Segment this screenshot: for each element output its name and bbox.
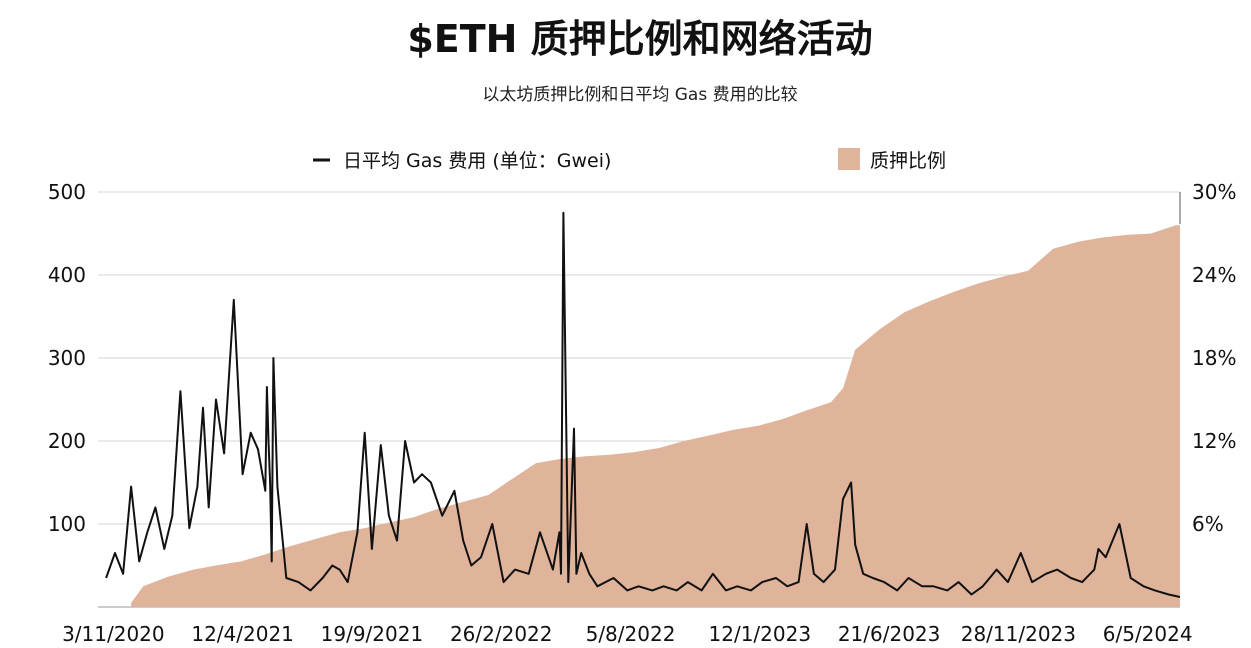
staking-area: [131, 225, 1181, 607]
y-left-tick-label: 500: [48, 180, 86, 204]
x-tick-label: 12/4/2021: [191, 622, 294, 646]
legend-gas-label: 日平均 Gas 费用 (单位：Gwei): [343, 150, 611, 172]
x-tick-label: 5/8/2022: [586, 622, 676, 646]
y-right-tick-label: 12%: [1192, 429, 1236, 453]
y-right-tick-label: 24%: [1192, 263, 1236, 287]
x-tick-label: 26/2/2022: [450, 622, 553, 646]
y-right-tick-label: 18%: [1192, 346, 1236, 370]
x-tick-label: 28/11/2023: [961, 622, 1076, 646]
x-tick-label: 19/9/2021: [321, 622, 424, 646]
legend-staking-swatch: [838, 148, 860, 170]
y-right-tick-label: 30%: [1192, 180, 1236, 204]
x-tick-label: 12/1/2023: [709, 622, 812, 646]
x-tick-label: 6/5/2024: [1103, 622, 1193, 646]
legend: 日平均 Gas 费用 (单位：Gwei) 质押比例: [313, 148, 946, 172]
staking-area-layer: [131, 225, 1181, 607]
y-left-tick-label: 400: [48, 263, 86, 287]
gas-fee-line: [105, 211, 1181, 598]
x-axis: 3/11/2020 12/4/2021 19/9/2021 26/2/2022 5/8/…: [62, 622, 1193, 646]
chart-subtitle: 以太坊质押比例和日平均 Gas 费用的比较: [482, 85, 797, 105]
right-axis: 6% 12% 18% 24% 30%: [1179, 180, 1236, 536]
y-left-tick-label: 100: [48, 512, 86, 536]
x-tick-label: 3/11/2020: [62, 622, 165, 646]
y-right-tick-label: 6%: [1192, 512, 1224, 536]
legend-staking-label: 质押比例: [870, 150, 946, 172]
x-tick-label: 21/6/2023: [838, 622, 941, 646]
left-axis: 100 200 300 400 500: [48, 180, 86, 536]
gas-line-layer: [105, 211, 1181, 598]
y-left-tick-label: 200: [48, 429, 86, 453]
y-left-tick-label: 300: [48, 346, 86, 370]
chart-title: $ETH 质押比例和网络活动: [407, 17, 872, 61]
